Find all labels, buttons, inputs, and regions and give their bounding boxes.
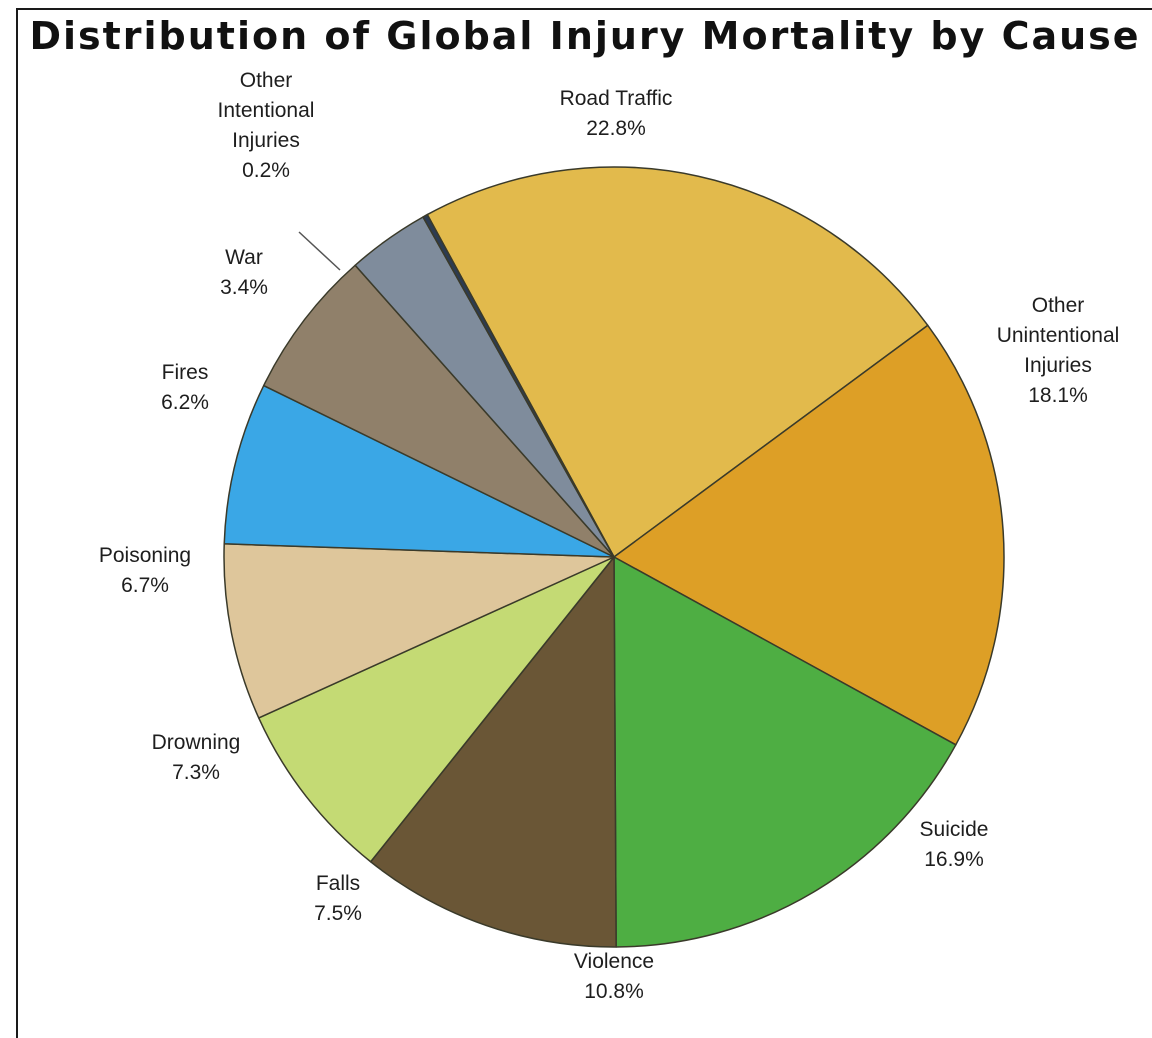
- slice-label-value: 18.1%: [1028, 384, 1088, 407]
- slice-label-name-line: Injuries: [1024, 354, 1092, 377]
- slice-label-value: 7.5%: [314, 902, 362, 925]
- slice-label-value: 7.3%: [172, 761, 220, 784]
- slice-label-value: 3.4%: [220, 276, 268, 299]
- slice-label-drowning: Drowning 7.3%: [152, 731, 241, 784]
- slice-label-name-line: Suicide: [920, 818, 989, 841]
- slice-labels: Road Traffic 22.8% Other Unintentional Injur…: [99, 69, 1119, 1003]
- leader-lines: [298, 231, 341, 271]
- slice-label-violence: Violence 10.8%: [574, 950, 654, 1003]
- pie-slice-other-intentional-injuries: [422, 213, 615, 558]
- slice-label-name-line: Fires: [162, 361, 209, 384]
- slice-label-road-traffic: Road Traffic 22.8%: [560, 87, 673, 140]
- slice-label-fires: Fires 6.2%: [161, 361, 209, 414]
- slice-label-name-line: Violence: [574, 950, 654, 973]
- slice-label-value: 22.8%: [586, 117, 646, 140]
- slice-label-war: War 3.4%: [220, 246, 268, 299]
- pie-slice-road-traffic: [426, 166, 929, 558]
- slice-label-value: 6.2%: [161, 391, 209, 414]
- pie-slice-fires: [262, 264, 615, 558]
- slice-label-falls: Falls 7.5%: [314, 872, 362, 925]
- slice-label-name-line: Intentional: [218, 99, 315, 122]
- slice-label-name-line: Injuries: [232, 129, 300, 152]
- pie-slice-violence: [369, 556, 617, 948]
- pie-slice-falls: [257, 556, 615, 863]
- leader-line-other-intentional-injuries: [298, 231, 341, 271]
- slice-label-name-line: Road Traffic: [560, 87, 673, 110]
- slice-label-name-line: Falls: [316, 872, 360, 895]
- slice-label-poisoning: Poisoning 6.7%: [99, 544, 191, 597]
- slice-label-name-line: Other: [1032, 294, 1085, 317]
- slice-label-value: 6.7%: [121, 574, 169, 597]
- slice-label-name-line: Other: [240, 69, 293, 92]
- pie-slices: [223, 166, 1005, 948]
- slice-label-name-line: Drowning: [152, 731, 241, 754]
- pie-slice-drowning: [223, 543, 615, 719]
- pie-slice-poisoning: [223, 384, 615, 558]
- slice-label-name-line: War: [225, 246, 263, 269]
- slice-label-name-line: Unintentional: [997, 324, 1120, 347]
- slice-label-value: 0.2%: [242, 159, 290, 182]
- slice-label-suicide: Suicide 16.9%: [920, 818, 989, 871]
- slice-label-other-intentional-injuries: Other Intentional Injuries 0.2%: [218, 69, 315, 182]
- slice-label-value: 16.9%: [924, 848, 984, 871]
- slice-label-name-line: Poisoning: [99, 544, 191, 567]
- pie-slice-other-unintentional-injuries: [613, 324, 1005, 746]
- slice-label-value: 10.8%: [584, 980, 644, 1003]
- chart-title: Distribution of Global Injury Mortality …: [29, 14, 1141, 58]
- pie-slice-suicide: [613, 556, 957, 948]
- chart-frame: [16, 8, 1152, 1038]
- slice-label-other-unintentional-injuries: Other Unintentional Injuries 18.1%: [997, 294, 1120, 407]
